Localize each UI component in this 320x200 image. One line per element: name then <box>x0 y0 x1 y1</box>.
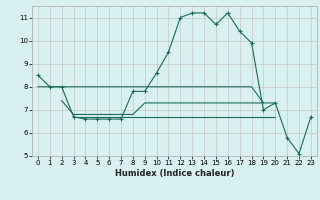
X-axis label: Humidex (Indice chaleur): Humidex (Indice chaleur) <box>115 169 234 178</box>
